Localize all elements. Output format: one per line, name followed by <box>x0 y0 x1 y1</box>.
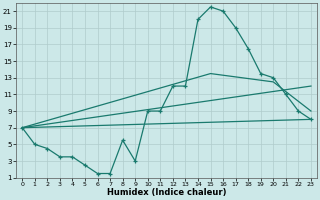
X-axis label: Humidex (Indice chaleur): Humidex (Indice chaleur) <box>107 188 226 197</box>
